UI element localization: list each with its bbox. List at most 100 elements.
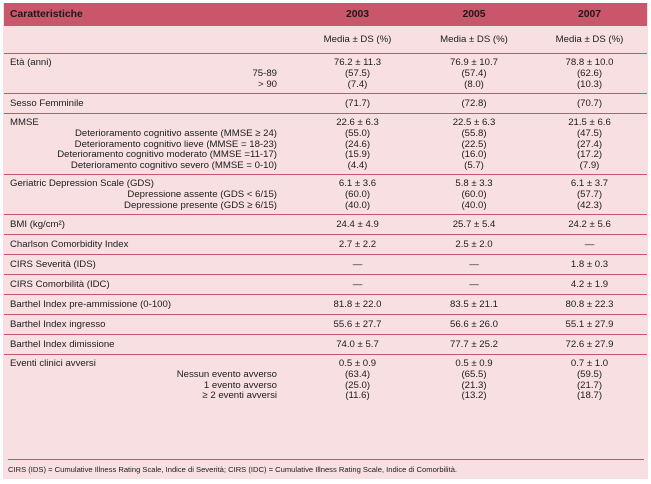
cell-main-value: 6.1 ± 3.6 [338,178,377,189]
cell-sub-value: (55.8) [461,128,487,139]
cell-sub-value: (65.5) [461,369,487,380]
cell-main-value: 76.9 ± 10.7 [450,57,498,68]
subrow-label: > 90 [258,78,277,90]
cell-main-value: 74.0 ± 5.7 [336,338,379,350]
subrow-label: 1 evento avverso [203,379,277,391]
cell-main-value: — [469,278,479,290]
subheader-2003: Media ± DS (%) [323,34,392,45]
cell-main-value: 55.6 ± 27.7 [333,318,382,330]
cell-value-2003: 24.4 ± 4.9 [299,214,416,235]
table-body: Età (anni) 75-89 > 90 76.2 ± 11.3 (57.5) (7.4… [4,53,647,405]
cell-main-value: (70.7) [576,97,603,109]
cell-main-value: 2.7 ± 2.2 [338,238,377,250]
cell-main-value: 78.8 ± 10.0 [565,57,614,68]
cell-value-2003: 22.6 ± 6.3 (55.0) (24.6) (15.9) (4.4) [299,113,416,175]
subrow-label: Deterioramento cognitivo severo (MMSE = … [70,159,277,171]
cell-value-2003: 74.0 ± 5.7 [299,334,416,355]
table-row: MMSE Deterioramento cognitivo assente (MM… [4,113,647,175]
table-row: Eventi clinici avversi Nessun evento avve… [4,354,647,405]
row-label-text: Sesso Femminile [10,97,84,109]
table-container: Caratteristiche 2003 2005 2007 Media ± D… [3,3,648,479]
cell-value-2003: 2.7 ± 2.2 [299,234,416,255]
cell-sub-value: (40.0) [344,199,371,211]
cell-sub-value: (13.2) [461,390,487,401]
cell-value-2005: 22.5 ± 6.3 (55.8) (22.5) (16.0) (5.7) [416,113,532,175]
row-label: Geriatric Depression Scale (GDS) Depressi… [4,174,299,215]
cell-sub-value: (60.0) [344,189,371,200]
row-label: Barthel Index pre-ammissione (0-100) [4,294,299,315]
cell-main-value: 2.5 ± 2.0 [455,238,493,250]
cell-main-value: 0.5 ± 0.9 [338,358,377,369]
subrow-label: Nessun evento avverso [176,369,277,380]
cell-main-value: 56.6 ± 26.0 [450,318,498,330]
header-year-2007: 2007 [532,3,647,26]
row-label: CIRS Severità (IDS) [4,254,299,275]
table-row: Barthel Index ingresso 55.6 ± 27.7 56.6 ± … [4,314,647,335]
characteristics-table: Caratteristiche 2003 2005 2007 Media ± D… [4,3,647,405]
cell-value-2007: 6.1 ± 3.7 (57.7) (42.3) [532,174,647,215]
cell-main-value: 24.2 ± 5.6 [568,218,611,230]
row-label-text: MMSE [10,117,39,128]
cell-sub-value: (63.4) [344,369,371,380]
row-label-text: CIRS Comorbilità (IDC) [10,278,110,290]
cell-value-2005: 76.9 ± 10.7 (57.4) (8.0) [416,53,532,94]
cell-main-value: 77.7 ± 25.2 [450,338,498,350]
cell-value-2003: (71.7) [299,93,416,114]
subrow-label: Depressione presente (GDS ≥ 6/15) [124,199,277,211]
cell-main-value: 1.8 ± 0.3 [570,258,609,270]
table-row: Sesso Femminile (71.7) (72.8) (70.7) [4,93,647,114]
cell-value-2007: 24.2 ± 5.6 [532,214,647,235]
row-label-text: Barthel Index pre-ammissione (0-100) [10,298,172,310]
subrow-label: Deterioramento cognitivo moderato (MMSE … [57,149,277,160]
cell-main-value: 6.1 ± 3.7 [570,178,609,189]
cell-sub-value: (57.5) [344,68,371,79]
cell-main-value: 22.5 ± 6.3 [452,117,496,128]
subrow-label: ≥ 2 eventi avversi [202,390,277,401]
row-label: CIRS Comorbilità (IDC) [4,274,299,295]
cell-sub-value: (47.5) [576,128,603,139]
table-row: CIRS Comorbilità (IDC) — — 4.2 ± 1.9 [4,274,647,295]
row-label-text: Geriatric Depression Scale (GDS) [10,178,154,189]
cell-value-2005: — [416,274,532,295]
cell-sub-value: (42.3) [576,199,603,211]
cell-main-value: (71.7) [344,97,371,109]
cell-sub-value: (11.6) [345,390,370,401]
cell-sub-value: (7.4) [347,78,368,90]
cell-value-2003: 55.6 ± 27.7 [299,314,416,335]
cell-sub-value: (7.9) [579,159,600,171]
cell-value-2005: 25.7 ± 5.4 [416,214,532,235]
cell-main-value: 55.1 ± 27.9 [565,318,614,330]
cell-main-value: 81.8 ± 22.0 [333,298,382,310]
cell-sub-value: (22.5) [461,138,487,150]
cell-value-2007: 4.2 ± 1.9 [532,274,647,295]
row-label-text: Eventi clinici avversi [10,358,96,369]
cell-main-value: 24.4 ± 4.9 [336,218,379,230]
row-label-text: Barthel Index ingresso [10,318,106,330]
cell-sub-value: (18.7) [576,390,603,401]
cell-sub-value: (21.7) [576,379,603,391]
cell-value-2007: 0.7 ± 1.0 (59.5) (21.7) (18.7) [532,354,647,405]
cell-main-value: 22.6 ± 6.3 [336,117,379,128]
cell-value-2007: 1.8 ± 0.3 [532,254,647,275]
cell-main-value: — [469,258,479,270]
table-row: Charlson Comorbidity Index 2.7 ± 2.2 2.5 ±… [4,234,647,255]
cell-value-2003: — [299,254,416,275]
cell-value-2005: 2.5 ± 2.0 [416,234,532,255]
table-footnote: CIRS (IDS) = Cumulative Illness Rating S… [8,459,644,474]
cell-main-value: 4.2 ± 1.9 [570,278,609,290]
cell-main-value: 21.5 ± 6.6 [568,117,611,128]
cell-value-2005: — [416,254,532,275]
cell-sub-value: (5.7) [464,159,484,171]
row-label: Sesso Femminile [4,93,299,114]
row-label-text: Charlson Comorbidity Index [10,238,129,250]
cell-main-value: 83.5 ± 21.1 [450,298,498,310]
cell-sub-value: (27.4) [576,138,603,150]
cell-value-2007: 21.5 ± 6.6 (47.5) (27.4) (17.2) (7.9) [532,113,647,175]
cell-sub-value: (25.0) [344,379,371,391]
cell-value-2005: 83.5 ± 21.1 [416,294,532,315]
header-row: Caratteristiche 2003 2005 2007 [4,3,647,26]
cell-value-2007: (70.7) [532,93,647,114]
subrow-label: 75-89 [252,68,277,79]
cell-sub-value: (17.2) [576,149,603,160]
subrow-label: Deterioramento cognitivo assente (MMSE ≥… [74,128,277,139]
